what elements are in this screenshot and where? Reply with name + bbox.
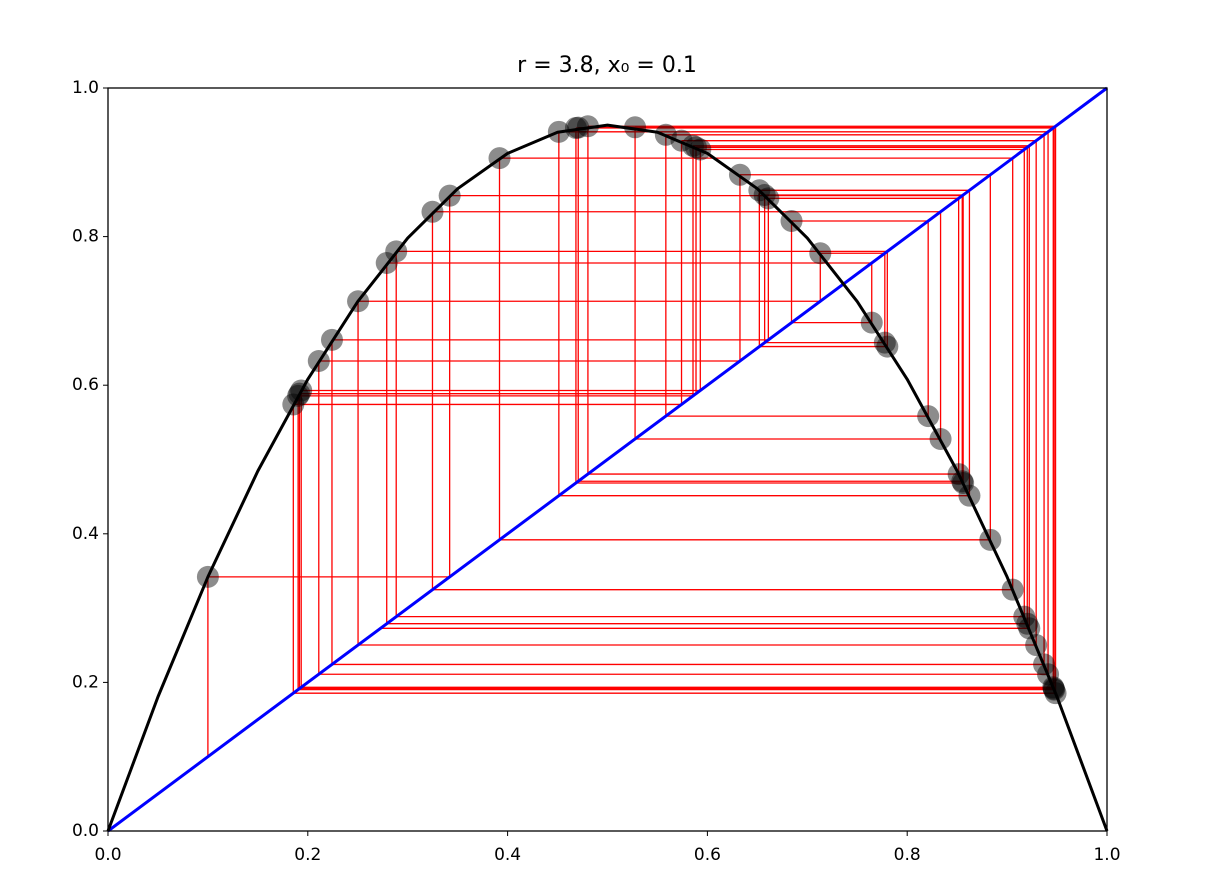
orbit-point xyxy=(685,136,708,159)
y-tick-label: 0.6 xyxy=(72,375,99,395)
x-tick-label: 0.4 xyxy=(494,845,521,865)
orbit-point xyxy=(347,290,370,313)
x-tick-label: 0.8 xyxy=(894,845,921,865)
orbit-point xyxy=(282,393,305,416)
orbit-point xyxy=(1043,678,1066,701)
orbit-point xyxy=(307,349,330,372)
plot-area xyxy=(106,86,1109,833)
y-tick-label: 0.8 xyxy=(72,227,99,247)
orbit-point xyxy=(196,565,219,588)
y-tick-label: 0.2 xyxy=(72,672,99,692)
orbit-point xyxy=(654,123,677,146)
orbit-point xyxy=(547,120,570,143)
map-curve xyxy=(106,123,1109,832)
orbit-point xyxy=(757,187,780,210)
orbit-point xyxy=(951,470,974,493)
orbit-point xyxy=(748,179,771,202)
orbit-point xyxy=(952,471,975,494)
orbit-point xyxy=(780,209,803,232)
orbit-point xyxy=(375,251,398,274)
orbit-point xyxy=(1025,634,1048,657)
orbit-point xyxy=(1042,676,1065,699)
orbit-point xyxy=(288,382,311,405)
orbit-point xyxy=(809,242,832,265)
orbit-point xyxy=(860,311,883,334)
orbit-point xyxy=(1018,617,1041,640)
orbit-point xyxy=(287,384,310,407)
x-tick-label: 1.0 xyxy=(1093,845,1120,865)
orbit-point xyxy=(564,116,587,139)
orbit-point xyxy=(947,463,970,486)
orbit-point xyxy=(1042,677,1065,700)
orbit-point xyxy=(929,427,952,450)
orbit-point xyxy=(438,184,461,207)
orbit-point xyxy=(917,405,940,428)
orbit-point xyxy=(320,328,343,351)
orbit-point xyxy=(624,116,647,139)
axes-frame xyxy=(107,87,1108,832)
orbit-point xyxy=(682,134,705,157)
orbit-point xyxy=(488,147,511,170)
orbit-point xyxy=(385,240,408,263)
orbit-point xyxy=(1016,612,1039,635)
y-tick-label: 1.0 xyxy=(72,78,99,98)
orbit-point xyxy=(979,528,1002,551)
orbit-point xyxy=(728,163,751,186)
x-tick-label: 0.2 xyxy=(294,845,321,865)
orbit-point xyxy=(1013,605,1036,628)
orbit-point xyxy=(1001,578,1024,601)
orbit-point xyxy=(576,115,599,138)
orbit-point xyxy=(421,200,444,223)
y-tick-label: 0.0 xyxy=(72,821,99,841)
orbit-point xyxy=(876,335,899,358)
orbit-point xyxy=(753,183,776,206)
orbit-point xyxy=(689,138,712,161)
x-tick-label: 0.0 xyxy=(94,845,121,865)
y-tick-label: 0.4 xyxy=(72,524,99,544)
chart-title: r = 3.8, x₀ = 0.1 xyxy=(517,53,697,78)
orbit-point xyxy=(958,484,981,507)
orbit-point xyxy=(567,116,590,139)
x-tick-label: 0.6 xyxy=(694,845,721,865)
orbit-point xyxy=(670,129,693,152)
orbit-point xyxy=(1037,663,1060,686)
diagonal-line xyxy=(107,86,1108,833)
orbit-point xyxy=(873,331,896,354)
orbit-point xyxy=(290,379,313,402)
orbit-point xyxy=(1033,653,1056,676)
orbit-point xyxy=(1044,682,1067,705)
